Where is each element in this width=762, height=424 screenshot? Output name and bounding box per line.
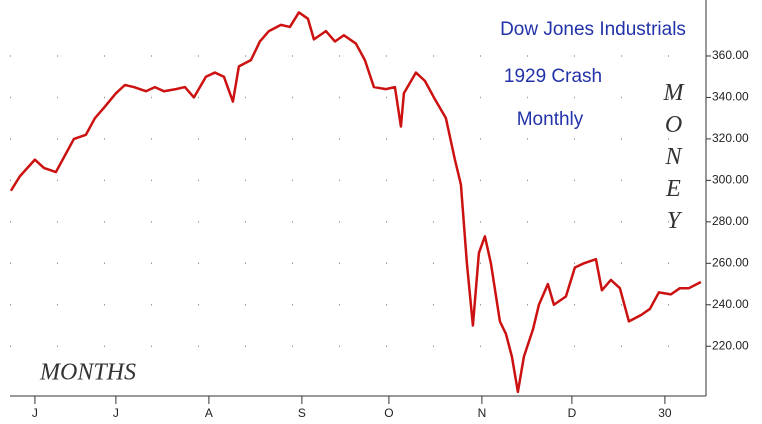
x-tick-label: A — [205, 406, 213, 420]
x-tick-label: N — [478, 406, 487, 420]
x-tick-label: S — [298, 406, 306, 420]
y-tick-label: 320.00 — [712, 131, 749, 145]
y-tick-label: 340.00 — [712, 90, 749, 104]
x-tick-label: D — [568, 406, 577, 420]
annotation: Monthly — [517, 109, 584, 130]
chart-subtitle: 1929 Crash — [504, 66, 602, 87]
x-axis-label: MONTHS — [39, 360, 136, 386]
x-tick-label: J — [32, 406, 38, 420]
y-axis-label: MONEY — [660, 80, 686, 240]
chart-title: Dow Jones Industrials — [500, 19, 686, 40]
data-line — [9, 11, 702, 394]
y-tick-label: 240.00 — [712, 297, 749, 311]
x-tick-label: J — [113, 406, 119, 420]
x-tick-label: O — [384, 406, 393, 420]
y-tick-label: 280.00 — [712, 214, 749, 228]
y-tick-label: 300.00 — [712, 173, 749, 187]
y-tick-label: 360.00 — [712, 48, 749, 62]
y-tick-label: 220.00 — [712, 338, 749, 352]
y-tick-label: 260.00 — [712, 255, 749, 269]
x-tick-label: 30 — [658, 406, 672, 420]
